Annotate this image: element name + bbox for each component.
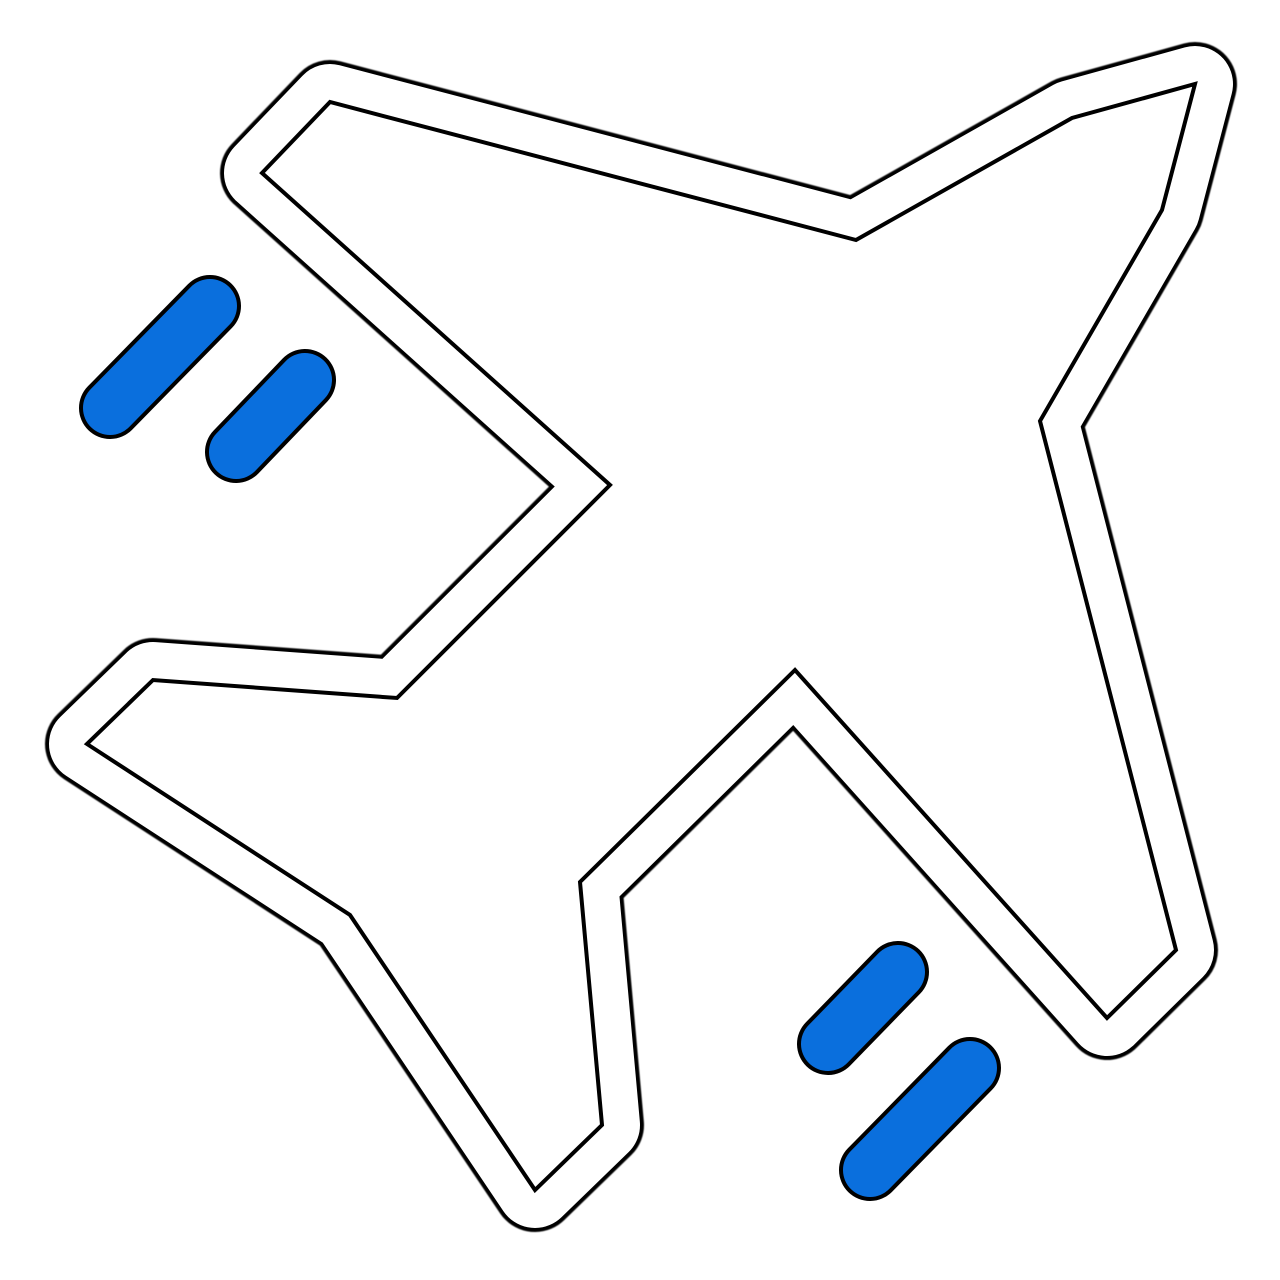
speed-line-top-left-1 <box>79 275 241 439</box>
speed-line-bottom-right-2 <box>839 1037 1001 1201</box>
speed-line-bottom-right-1 <box>797 941 929 1075</box>
airplane-inner-edge <box>85 82 1197 1192</box>
speed-line-top-left-2 <box>205 349 336 483</box>
speed-lines <box>79 275 1001 1201</box>
